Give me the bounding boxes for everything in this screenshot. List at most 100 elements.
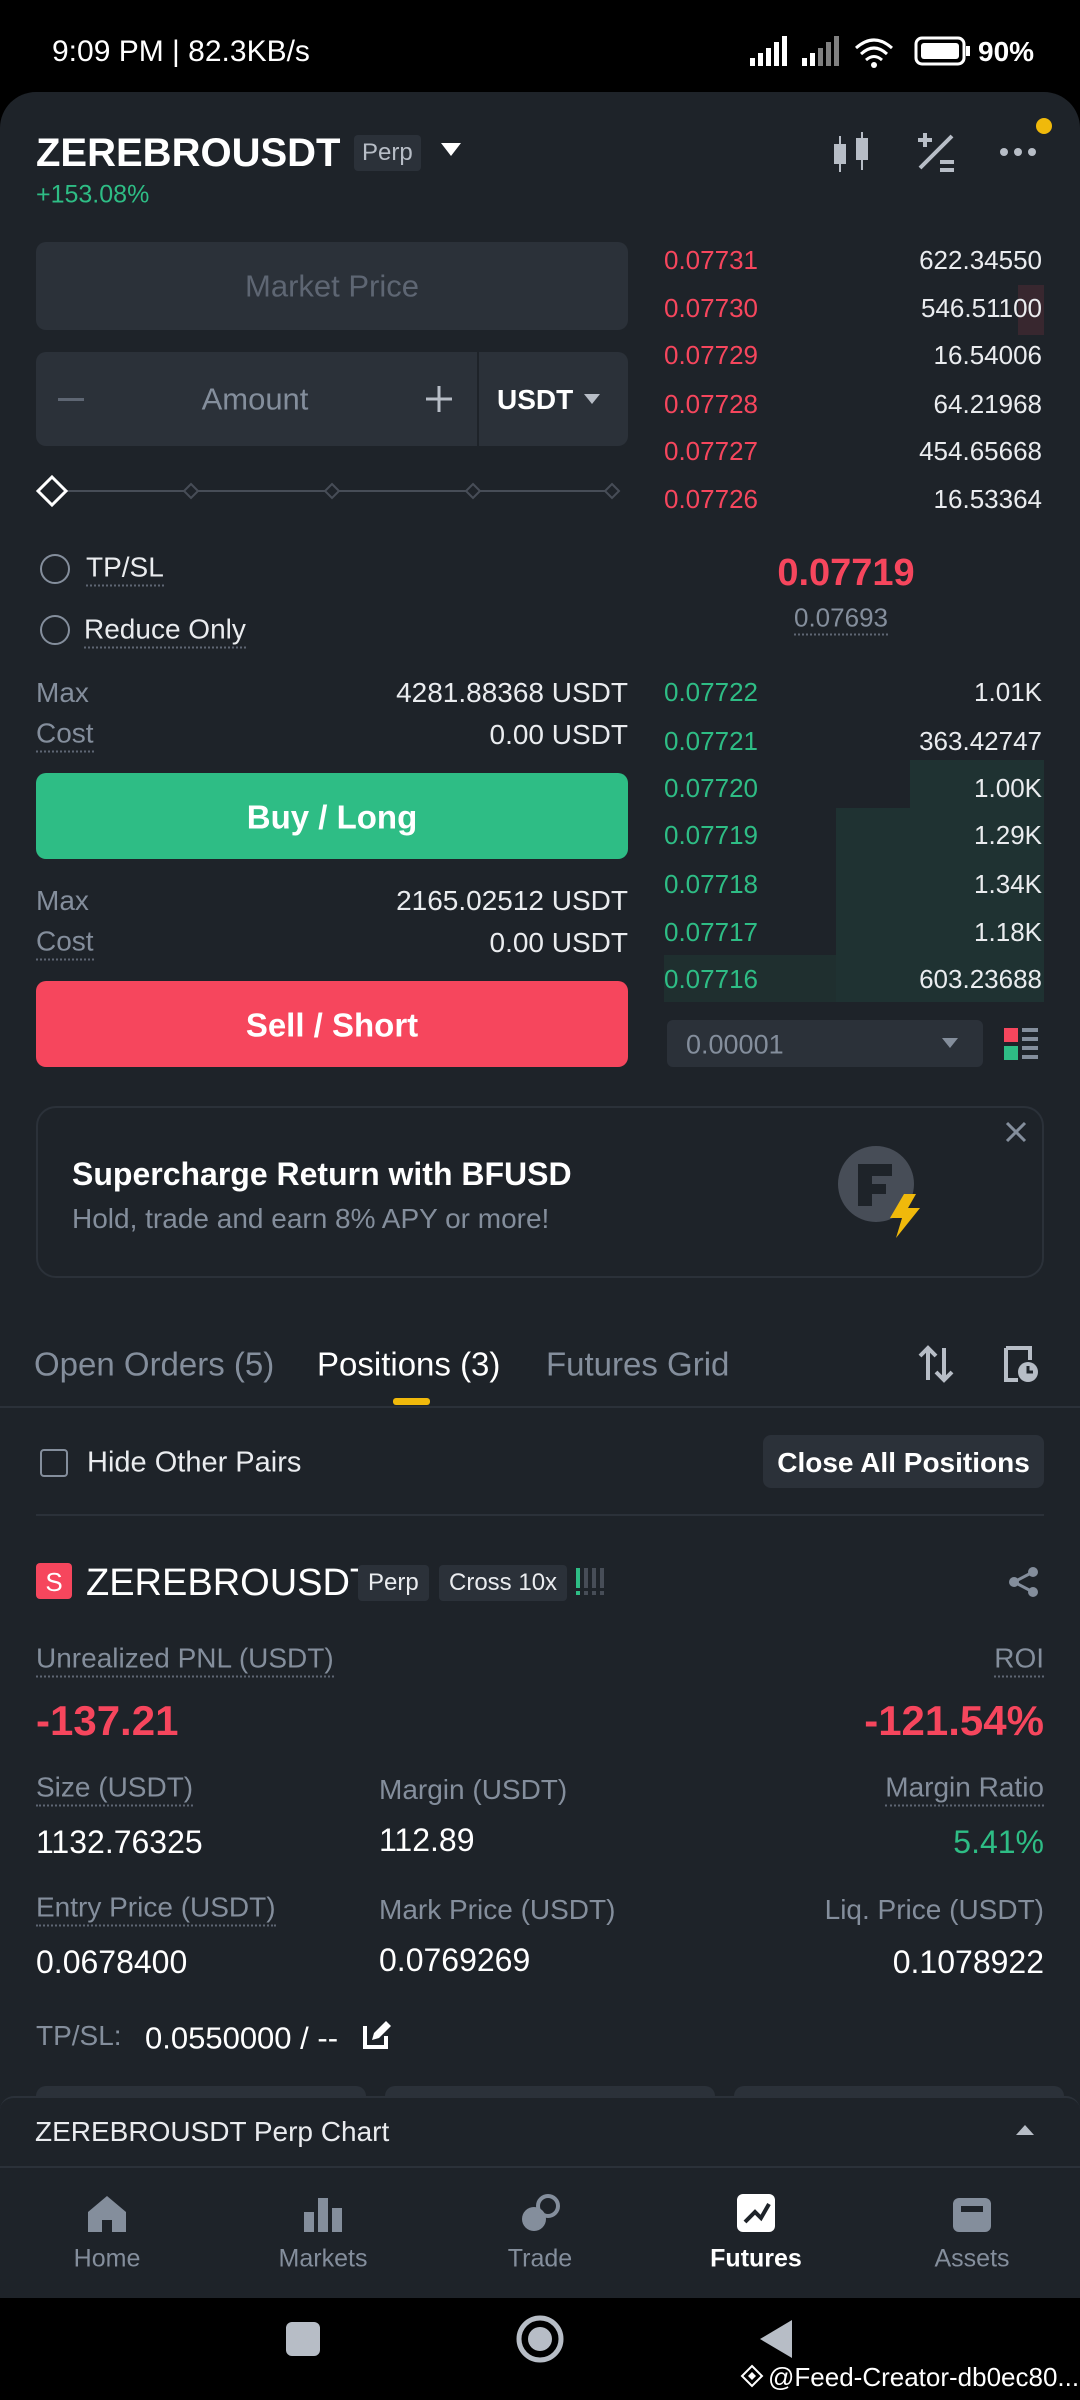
bid-price[interactable]: 0.07717 [664,917,758,947]
nav-label[interactable]: Assets [934,2244,1010,2273]
status-time: 9:09 PM | 82.3KB/s [52,35,310,68]
banner-subtitle: Hold, trade and earn 8% APY or more! [72,1203,550,1234]
amount-placeholder: Amount [201,381,309,417]
ask-price[interactable]: 0.07730 [664,293,758,323]
back-button[interactable] [756,2318,796,2360]
banner-icon [838,1146,920,1238]
nav-icon-markets[interactable] [302,2194,344,2234]
reduce-only-radio[interactable] [40,615,70,645]
sell-cost-value: 0.00 USDT [489,927,629,958]
bid-price[interactable]: 0.07722 [664,677,758,707]
tick-size-select[interactable] [667,1020,983,1067]
mark-price-value: 0.0769269 [379,1942,531,1978]
edit-icon[interactable] [362,2020,392,2050]
unit-select[interactable]: USDT [497,384,574,415]
chart-icon[interactable] [830,130,874,174]
tab-futures-grid[interactable]: Futures Grid [546,1345,730,1383]
margin-ratio-label: Margin Ratio [885,1773,1044,1807]
recents-button[interactable] [286,2322,320,2356]
nav-icon-futures[interactable] [735,2192,777,2234]
status-bar [0,0,1080,96]
sell-button-label[interactable]: Sell / Short [245,1006,419,1044]
book-layout-icon[interactable] [1004,1028,1038,1060]
close-all-button[interactable] [763,1435,1044,1488]
home-button[interactable] [515,2314,565,2364]
tick-size-dropdown[interactable] [942,1038,958,1050]
divider [0,1406,1080,1408]
last-price: 0.07719 [777,552,915,594]
tab-open-orders[interactable]: Open Orders (5) [34,1345,275,1383]
bid-price[interactable]: 0.07716 [664,964,758,994]
symbol-dropdown[interactable] [440,142,462,158]
bid-price[interactable]: 0.07718 [664,869,758,899]
price-input[interactable] [36,242,628,330]
tpsl-radio[interactable] [40,554,70,584]
bid-price[interactable]: 0.07719 [664,820,758,850]
buy-button-label[interactable]: Buy / Long [246,798,418,836]
mark-price-label: Mark Price (USDT) [379,1894,616,1925]
ask-amount: 64.21968 [933,389,1042,419]
more-icon[interactable] [998,140,1042,164]
ask-price[interactable]: 0.07726 [664,484,758,514]
bid-depth [836,808,910,1002]
ask-depth [1018,285,1044,335]
buy-cost-value: 0.00 USDT [489,719,629,750]
tpsl-label[interactable]: TP/SL [86,553,164,587]
minus-button[interactable] [58,398,84,401]
chart-bar[interactable] [0,2096,1080,2168]
tab-positions[interactable]: Positions (3) [317,1345,501,1383]
calculator-icon[interactable] [914,130,958,174]
hide-pairs-label[interactable]: Hide Other Pairs [87,1446,302,1479]
promo-banner[interactable] [36,1106,1044,1278]
buy-button[interactable] [36,773,628,859]
close-all-label[interactable]: Close All Positions [777,1447,1030,1478]
nav-icon-home[interactable] [86,2194,128,2234]
pnl-label: Unrealized PNL (USDT) [36,1644,334,1678]
hide-pairs-checkbox[interactable] [40,1449,68,1477]
position-symbol[interactable]: ZEREBROUSDT [86,1562,374,1604]
sell-max-value: 2165.02512 USDT [396,885,628,916]
bid-depth [664,955,836,1002]
buy-cost-label: Cost [36,719,94,753]
pnl-value: -137.21 [36,1697,179,1744]
amount-input[interactable] [36,352,628,446]
bid-price[interactable]: 0.07720 [664,773,758,803]
margin-value: 112.89 [379,1822,475,1858]
nav-icon-trade[interactable] [519,2194,561,2234]
battery-level: 90% [978,36,1035,67]
ask-price[interactable]: 0.07729 [664,340,758,370]
ask-price[interactable]: 0.07727 [664,436,758,466]
sell-button[interactable] [36,981,628,1067]
share-icon[interactable] [1008,1566,1040,1598]
plus-button[interactable] [424,384,454,414]
symbol-title[interactable]: ZEREBROUSDT [36,131,341,175]
ask-price[interactable]: 0.07728 [664,389,758,419]
history-icon[interactable] [1000,1344,1040,1384]
sort-icon[interactable] [916,1344,956,1384]
watermark-icon [740,2364,764,2388]
leverage-slider[interactable] [30,474,630,508]
bid-price[interactable]: 0.07721 [664,726,758,756]
sell-cost-label: Cost [36,927,94,961]
ask-amount: 546.51100 [921,293,1042,323]
reduce-only-label[interactable]: Reduce Only [84,615,246,649]
entry-price-value: 0.0678400 [36,1944,188,1980]
ask-price[interactable]: 0.07731 [664,245,758,275]
chart-bar-toggle[interactable] [1016,2124,1034,2136]
nav-label[interactable]: Trade [507,2244,573,2273]
mark-price: 0.07693 [794,605,888,636]
nav-label[interactable]: Markets [278,2244,368,2273]
unit-dropdown[interactable] [584,394,600,406]
bid-amount: 603.23688 [919,964,1042,994]
nav-icon-assets[interactable] [951,2194,993,2234]
banner-title: Supercharge Return with BFUSD [72,1156,572,1192]
chart-bar-label[interactable]: ZEREBROUSDT Perp Chart [35,2116,390,2147]
ask-amount: 454.65668 [919,436,1042,466]
nav-label[interactable]: Futures [710,2244,802,2273]
nav-label[interactable]: Home [73,2244,141,2273]
bid-amount: 1.29K [974,820,1042,850]
bid-amount: 363.42747 [919,726,1042,756]
banner-close[interactable] [1004,1120,1028,1144]
tpsl-position-label: TP/SL: [36,2020,122,2051]
